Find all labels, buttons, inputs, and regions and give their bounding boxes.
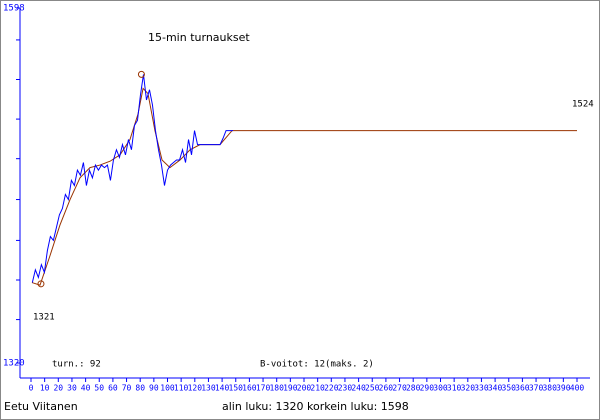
x-tick-label: 280 — [406, 384, 421, 393]
x-tick-label: 60 — [108, 384, 118, 393]
x-tick-label: 70 — [122, 384, 132, 393]
marker — [37, 280, 45, 288]
chart-title: 15-min turnaukset — [148, 31, 250, 44]
footer-right: alin luku: 1320 korkein luku: 1598 — [222, 400, 409, 413]
x-tick-label: 210 — [310, 384, 325, 393]
annotation: 1524 — [572, 100, 594, 110]
x-tick-label: 0 — [29, 384, 34, 393]
marker — [137, 70, 145, 78]
annotation: turn.: 92 — [52, 360, 101, 370]
x-tick-label: 310 — [447, 384, 462, 393]
x-tick-label: 320 — [461, 384, 476, 393]
x-tick-label: 30 — [67, 384, 77, 393]
x-tick-label: 90 — [149, 384, 159, 393]
x-tick-label: 400 — [570, 384, 585, 393]
x-tick-label: 380 — [542, 384, 557, 393]
x-tick-label: 360 — [515, 384, 530, 393]
x-tick-label: 200 — [297, 384, 312, 393]
x-tick-label: 120 — [188, 384, 203, 393]
x-tick-label: 180 — [269, 384, 284, 393]
x-tick-label: 10 — [40, 384, 50, 393]
x-tick-label: 250 — [365, 384, 380, 393]
x-tick-label: 190 — [283, 384, 298, 393]
y-tick-label: 1598 — [3, 4, 25, 14]
annotation: 1321 — [33, 313, 55, 323]
x-tick-label: 340 — [488, 384, 503, 393]
x-tick-label: 240 — [351, 384, 366, 393]
x-tick-label: 220 — [324, 384, 339, 393]
x-tick-label: 230 — [338, 384, 353, 393]
x-tick-label: 50 — [94, 384, 104, 393]
x-tick-label: 130 — [201, 384, 216, 393]
x-tick-label: 330 — [474, 384, 489, 393]
x-tick-label: 370 — [529, 384, 544, 393]
x-tick-label: 20 — [53, 384, 63, 393]
x-tick-label: 100 — [160, 384, 175, 393]
footer-left: Eetu Viitanen — [4, 400, 78, 413]
x-tick-label: 270 — [392, 384, 407, 393]
x-tick-label: 290 — [420, 384, 435, 393]
x-tick-label: 80 — [135, 384, 145, 393]
x-tick-label: 40 — [81, 384, 91, 393]
x-tick-label: 350 — [502, 384, 517, 393]
x-tick-label: 170 — [256, 384, 271, 393]
series-line — [31, 74, 234, 283]
x-tick-label: 150 — [229, 384, 244, 393]
x-tick-label: 390 — [556, 384, 571, 393]
annotation: B-voitot: 12(maks. 2) — [260, 360, 374, 370]
y-tick-label: 1320 — [3, 359, 25, 369]
x-tick-label: 260 — [379, 384, 394, 393]
x-tick-label: 140 — [215, 384, 230, 393]
x-tick-label: 110 — [174, 384, 189, 393]
x-tick-label: 160 — [242, 384, 257, 393]
x-tick-label: 300 — [433, 384, 448, 393]
